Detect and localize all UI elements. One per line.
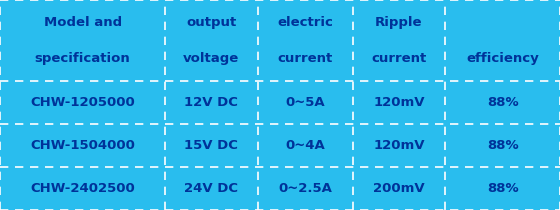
Text: 0~4A: 0~4A [286, 139, 325, 152]
Text: 12V DC: 12V DC [184, 96, 239, 109]
Text: CHW-1504000: CHW-1504000 [30, 139, 135, 152]
Text: Model and: Model and [44, 16, 122, 29]
Text: 88%: 88% [487, 96, 519, 109]
Text: 0~2.5A: 0~2.5A [278, 182, 332, 195]
Text: CHW-1205000: CHW-1205000 [30, 96, 135, 109]
Text: voltage: voltage [183, 52, 240, 65]
Text: specification: specification [35, 52, 130, 65]
Text: 120mV: 120mV [374, 139, 424, 152]
Text: 88%: 88% [487, 139, 519, 152]
Text: current: current [371, 52, 427, 65]
Text: 24V DC: 24V DC [184, 182, 239, 195]
Text: 88%: 88% [487, 182, 519, 195]
Text: electric: electric [277, 16, 333, 29]
Text: output: output [186, 16, 236, 29]
Text: 0~5A: 0~5A [286, 96, 325, 109]
Text: 15V DC: 15V DC [184, 139, 239, 152]
Text: CHW-2402500: CHW-2402500 [30, 182, 135, 195]
Text: 120mV: 120mV [374, 96, 424, 109]
Text: 200mV: 200mV [373, 182, 425, 195]
Text: Ripple: Ripple [375, 16, 423, 29]
Text: current: current [278, 52, 333, 65]
Text: efficiency: efficiency [466, 52, 539, 65]
